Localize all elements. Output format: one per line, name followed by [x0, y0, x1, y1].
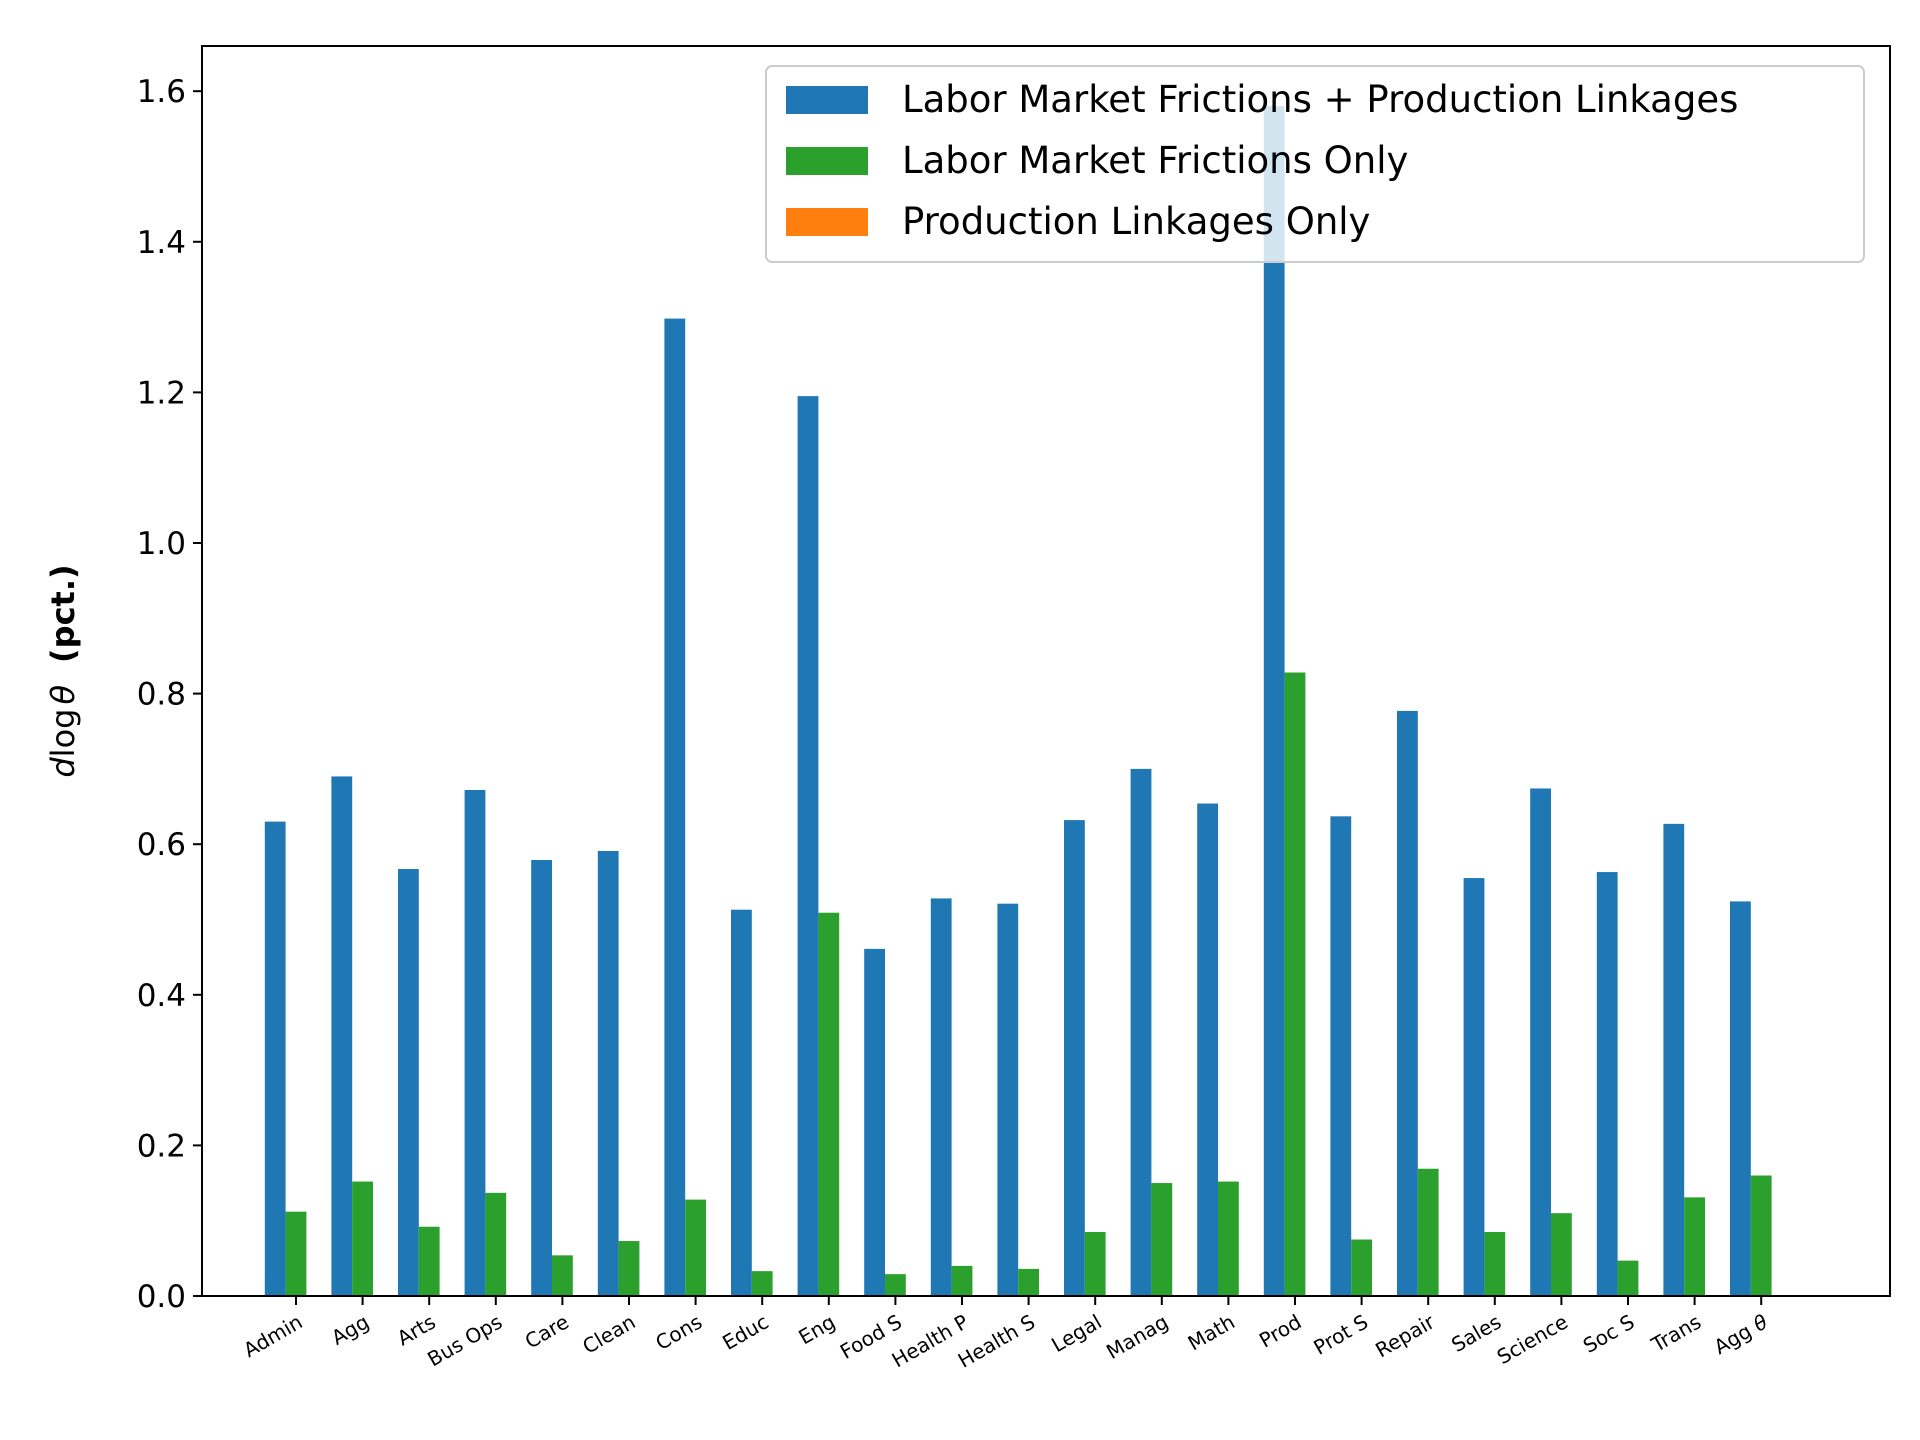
y-tick-label: 0.8	[137, 677, 186, 713]
bar-series2-arts	[418, 1226, 440, 1296]
x-tick-label: Prot S	[1309, 1310, 1372, 1360]
legend-label-3: Production Linkages Only	[902, 200, 1370, 243]
legend-label-2: Labor Market Frictions Only	[902, 139, 1408, 182]
bar-series1-sales	[1463, 878, 1485, 1296]
bar-series2-food-s	[885, 1274, 906, 1296]
legend-label-1: Labor Market Frictions + Production Link…	[902, 78, 1738, 121]
bar-series2-agg	[352, 1181, 373, 1296]
x-tick-label: Clean	[578, 1310, 639, 1359]
bar-series1-food-s	[864, 948, 885, 1296]
bar-series2-admin	[285, 1211, 307, 1296]
bar-series2-trans	[1684, 1197, 1705, 1296]
bar-series1-arts	[398, 869, 419, 1296]
bar-series1-legal	[1064, 820, 1085, 1296]
bar-series1-repair	[1397, 710, 1418, 1296]
x-tick-label: Agg	[327, 1310, 373, 1350]
legend-items: Labor Market Frictions + Production Link…	[786, 78, 1738, 243]
x-tick-label: Admin	[239, 1310, 306, 1363]
bar-series2-science	[1551, 1213, 1572, 1296]
bar-series1-prod	[1263, 106, 1285, 1297]
bar-series2-educ	[751, 1271, 773, 1296]
y-tick-label: 1.0	[137, 526, 186, 562]
y-axis: 0.0 0.2 0.4 0.6 0.8 1.0 1.2 1.4 1.6	[137, 74, 202, 1315]
y-tick-label: 0.0	[137, 1279, 186, 1315]
x-tick-label: Care	[521, 1310, 573, 1354]
x-tick-label: Eng	[794, 1310, 839, 1350]
x-tick-label: Bus Ops	[423, 1310, 506, 1372]
bar-series1-educ	[731, 909, 752, 1296]
legend-swatch-3	[786, 208, 868, 236]
x-tick-label: Agg θ	[1710, 1310, 1772, 1360]
y-tick-label: 0.6	[137, 827, 186, 863]
bar-series2-repair	[1417, 1168, 1439, 1296]
x-tick-label: Manag	[1102, 1310, 1172, 1364]
bar-series2-clean	[618, 1241, 640, 1296]
bar-series2-bus-ops	[485, 1192, 507, 1296]
legend: Labor Market Frictions + Production Link…	[765, 65, 1865, 263]
bar-series1-bus-ops	[464, 789, 486, 1296]
bar-series2-agg-	[1750, 1175, 1772, 1296]
bar-series1-agg-	[1730, 901, 1751, 1296]
bar-series1-soc-s	[1596, 872, 1618, 1296]
bar-series1-health-s	[997, 903, 1019, 1296]
bar-series2-legal	[1084, 1231, 1106, 1296]
bar-series1-admin	[264, 821, 286, 1296]
bar-series2-health-s	[1018, 1268, 1039, 1296]
bars-layer	[264, 106, 1772, 1297]
bar-series2-prod	[1284, 672, 1306, 1296]
x-tick-label: Health S	[954, 1310, 1039, 1373]
bar-series2-eng	[818, 912, 840, 1296]
bar-series1-eng	[797, 396, 819, 1296]
y-tick-label: 1.4	[137, 225, 186, 261]
bar-series2-manag	[1151, 1183, 1173, 1296]
x-tick-label: Soc S	[1579, 1310, 1639, 1358]
bar-series2-cons	[685, 1199, 706, 1296]
x-tick-label: Science	[1493, 1310, 1572, 1370]
y-tick-label: 0.4	[137, 978, 186, 1014]
x-tick-label: Cons	[651, 1310, 706, 1355]
bar-series2-care	[552, 1255, 573, 1296]
plot-frame	[201, 45, 1891, 1297]
bar-series1-science	[1530, 788, 1551, 1296]
x-tick-label: Legal	[1047, 1310, 1105, 1358]
bar-series2-prot-s	[1351, 1239, 1372, 1296]
y-tick-label: 0.2	[137, 1128, 186, 1164]
y-axis-label: dlogθ(pct.)	[44, 564, 82, 777]
x-tick-label: Repair	[1371, 1309, 1439, 1362]
bar-series1-cons	[664, 318, 686, 1297]
x-tick-label: Trans	[1646, 1310, 1705, 1358]
legend-swatch-2	[786, 147, 868, 175]
bar-series1-trans	[1663, 823, 1685, 1296]
bar-series2-soc-s	[1617, 1260, 1639, 1296]
y-tick-label: 1.6	[137, 74, 186, 110]
y-tick-label: 1.2	[137, 375, 186, 411]
bar-series1-clean	[597, 850, 619, 1296]
bar-series2-math	[1218, 1181, 1239, 1296]
x-tick-label: Educ	[718, 1310, 772, 1355]
bar-series1-care	[531, 860, 552, 1296]
bar-series1-prot-s	[1330, 816, 1352, 1296]
bar-series2-sales	[1484, 1231, 1506, 1296]
bar-series1-agg	[331, 776, 353, 1296]
x-tick-label: Math	[1184, 1310, 1239, 1356]
x-tick-label: Prod	[1255, 1310, 1305, 1353]
bar-series1-health-p	[930, 898, 952, 1296]
bar-series1-manag	[1130, 768, 1152, 1296]
bar-series2-health-p	[951, 1265, 973, 1296]
legend-box	[765, 65, 1865, 263]
bar-series1-math	[1197, 803, 1218, 1296]
legend-swatch-1	[786, 86, 868, 114]
